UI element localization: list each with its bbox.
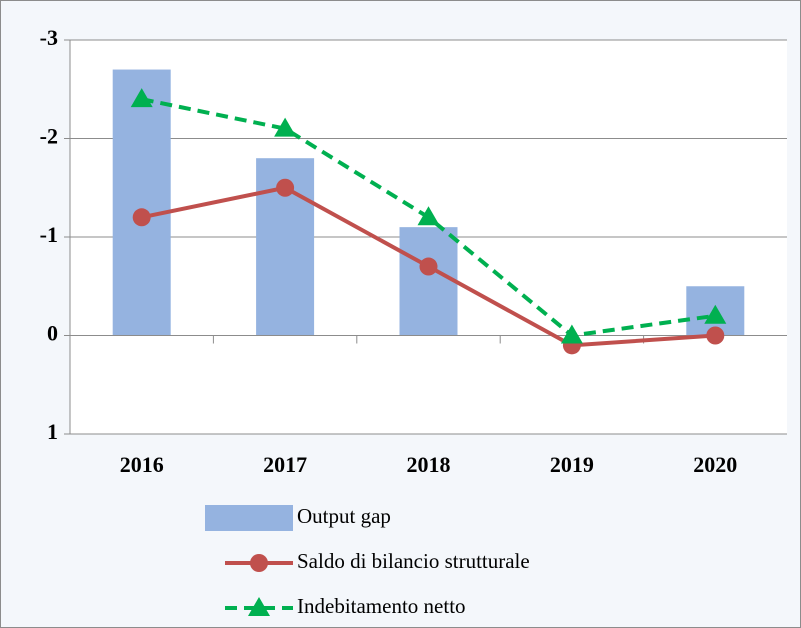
legend-marker xyxy=(248,597,270,616)
x-tick-label: 2016 xyxy=(120,452,164,477)
x-tick-label: 2017 xyxy=(263,452,307,477)
y-tick-label: -2 xyxy=(40,124,58,149)
legend-label: Output gap xyxy=(297,504,391,528)
marker xyxy=(130,88,153,108)
marker xyxy=(274,117,297,137)
x-tick-label: 2019 xyxy=(550,452,594,477)
bar xyxy=(399,227,458,336)
marker xyxy=(276,178,295,197)
legend-label: Indebitamento netto xyxy=(297,594,466,618)
legend-label: Saldo di bilancio strutturale xyxy=(297,549,530,573)
x-tick-label: 2020 xyxy=(693,452,737,477)
marker xyxy=(704,304,727,324)
marker xyxy=(132,208,151,227)
marker xyxy=(560,324,583,344)
marker xyxy=(417,206,440,226)
y-tick-label: 1 xyxy=(47,419,58,444)
legend-swatch xyxy=(205,505,293,531)
legend-marker xyxy=(250,554,268,572)
marker xyxy=(419,257,438,276)
bar xyxy=(112,69,171,336)
y-tick-label: -3 xyxy=(40,25,58,50)
marker xyxy=(706,326,725,345)
y-tick-label: 0 xyxy=(47,321,58,346)
x-tick-label: 2018 xyxy=(407,452,451,477)
y-tick-label: -1 xyxy=(40,222,58,247)
